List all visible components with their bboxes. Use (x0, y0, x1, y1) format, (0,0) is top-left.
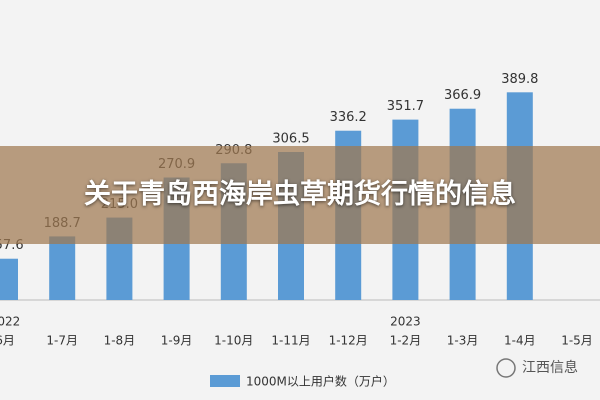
x-tick-label: 1-12月 (329, 334, 368, 348)
x-tick-label: 1-5月 (561, 334, 593, 348)
value-label: 366.9 (444, 88, 481, 103)
value-label: 306.5 (272, 132, 309, 147)
value-label: 351.7 (387, 99, 424, 114)
x-tick-label: 1-10月 (214, 334, 253, 348)
x-tick-label: 1-9月 (161, 334, 193, 348)
x-tick-label: 1-11月 (271, 334, 310, 348)
year-label: 2023 (390, 315, 421, 329)
bar (49, 236, 76, 300)
year-label: 2022 (0, 315, 20, 329)
x-tick-label: 1-7月 (46, 334, 78, 348)
watermark: 江西信息 (522, 359, 578, 376)
legend-swatch (210, 375, 240, 387)
x-tick-label: 1-4月 (504, 334, 536, 348)
value-label: 336.2 (330, 110, 367, 125)
watermark-icon (496, 358, 516, 378)
x-tick-label: 1-8月 (104, 334, 136, 348)
title: 关于青岛西海岸虫草期货行情的信息 (84, 179, 516, 210)
x-tick-label: 1-3月 (447, 334, 479, 348)
value-label: 389.8 (501, 72, 538, 87)
title-banner: 关于青岛西海岸虫草期货行情的信息 (0, 146, 600, 244)
x-tick-label: 1-2月 (390, 334, 422, 348)
legend-label: 1000M以上用户数（万户） (246, 374, 395, 389)
x-tick-label: 6月 (0, 334, 15, 348)
bar (0, 258, 18, 300)
